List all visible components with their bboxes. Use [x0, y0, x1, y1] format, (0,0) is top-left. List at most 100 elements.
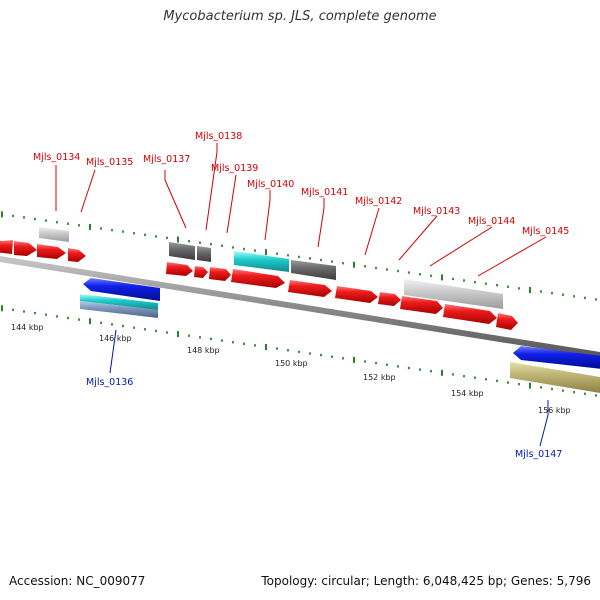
minor-tick — [309, 352, 311, 355]
minor-tick — [298, 350, 300, 354]
cds-arrow[interactable] — [37, 244, 66, 259]
minor-tick — [166, 236, 168, 240]
minor-tick — [122, 230, 124, 233]
minor-tick — [342, 357, 344, 360]
minor-tick — [287, 349, 289, 352]
minor-tick — [243, 342, 245, 345]
minor-tick — [78, 224, 80, 227]
major-tick — [441, 274, 443, 281]
major-tick — [441, 369, 443, 376]
leader-line — [398, 215, 438, 261]
cds-arrow[interactable] — [378, 292, 401, 306]
minor-tick — [452, 277, 454, 281]
minor-tick — [551, 387, 553, 391]
minor-tick — [551, 291, 553, 295]
feature-block[interactable] — [80, 301, 158, 318]
feature-block[interactable] — [169, 242, 195, 260]
kbp-label: 154 kbp — [451, 389, 484, 398]
gene-label[interactable]: Mjls_0141 — [301, 187, 348, 198]
minor-tick — [584, 296, 586, 300]
minor-tick — [133, 232, 135, 235]
feature-block[interactable] — [404, 279, 503, 309]
kbp-label: 156 kbp — [538, 406, 571, 415]
gene-label[interactable]: Mjls_0144 — [468, 216, 515, 227]
gene-label[interactable]: Mjls_0142 — [355, 196, 402, 207]
minor-tick — [595, 298, 597, 301]
kbp-label: 148 kbp — [187, 346, 220, 355]
minor-tick — [254, 249, 256, 252]
cds-arrow[interactable] — [194, 266, 208, 278]
minor-tick — [463, 374, 465, 378]
gene-label[interactable]: Mjls_0145 — [522, 226, 569, 237]
minor-tick — [155, 235, 157, 238]
gene-label[interactable]: Mjls_0143 — [413, 206, 460, 217]
accession-text: Accession: NC_009077 — [9, 574, 146, 588]
minor-tick — [56, 221, 58, 224]
cds-arrow[interactable] — [231, 269, 285, 288]
minor-tick — [562, 389, 564, 392]
minor-tick — [67, 222, 69, 225]
leader-line — [364, 207, 380, 256]
cds-arrow-reverse[interactable] — [513, 346, 600, 369]
cds-arrow[interactable] — [68, 248, 86, 262]
cds-arrow[interactable] — [14, 241, 37, 256]
minor-tick — [496, 284, 498, 287]
minor-tick — [397, 365, 399, 368]
cds-arrow[interactable] — [0, 240, 13, 254]
gene-label[interactable]: Mjls_0147 — [515, 449, 562, 460]
cds-arrow[interactable] — [335, 286, 378, 303]
feature-block[interactable] — [39, 227, 69, 242]
minor-tick — [45, 219, 47, 222]
feature-block[interactable] — [80, 294, 158, 310]
kbp-label: 152 kbp — [363, 373, 396, 382]
minor-tick — [419, 273, 421, 276]
reverse-feature-track — [80, 278, 600, 393]
gene-label[interactable]: Mjls_0136 — [86, 377, 133, 388]
minor-tick — [540, 386, 542, 389]
minor-tick — [166, 331, 168, 334]
cds-arrow[interactable] — [496, 313, 518, 330]
forward-cds-track — [0, 240, 518, 330]
minor-tick — [221, 339, 223, 342]
gene-label[interactable]: Mjls_0140 — [247, 179, 294, 190]
gene-label[interactable]: Mjls_0137 — [143, 154, 190, 165]
gene-label[interactable]: Mjls_0134 — [33, 152, 80, 163]
gene-labels: Mjls_0134 Mjls_0135 Mjls_0137 Mjls_0138 … — [33, 131, 569, 460]
minor-tick — [232, 246, 234, 249]
minor-tick — [298, 255, 300, 259]
minor-tick — [34, 217, 36, 221]
minor-tick — [287, 254, 289, 257]
minor-tick — [309, 257, 311, 260]
feature-block[interactable] — [234, 251, 289, 272]
cds-arrow-reverse[interactable] — [83, 278, 160, 301]
minor-tick — [276, 347, 278, 350]
cds-arrow[interactable] — [288, 280, 332, 297]
leader-line — [477, 236, 547, 277]
major-tick — [265, 344, 267, 350]
feature-block[interactable] — [197, 246, 211, 262]
leader-line — [317, 198, 325, 248]
minor-tick — [155, 329, 157, 333]
minor-tick — [584, 392, 586, 395]
feature-block[interactable] — [291, 260, 336, 280]
minor-tick — [12, 308, 14, 312]
cds-arrow[interactable] — [400, 296, 443, 314]
minor-tick — [485, 378, 487, 381]
gene-label[interactable]: Mjls_0135 — [86, 157, 133, 168]
genome-backbone — [0, 256, 600, 358]
cds-arrow[interactable] — [443, 304, 497, 324]
minor-tick — [595, 394, 597, 397]
minor-tick — [276, 252, 278, 255]
minor-tick — [12, 214, 14, 218]
feature-block[interactable] — [510, 362, 600, 393]
minor-tick — [573, 295, 575, 298]
gene-label[interactable]: Mjls_0138 — [195, 131, 242, 142]
cds-arrow[interactable] — [166, 262, 193, 276]
minor-tick — [397, 269, 399, 273]
minor-tick — [78, 318, 80, 321]
minor-tick — [562, 293, 564, 296]
cds-arrow[interactable] — [209, 267, 231, 281]
gene-label[interactable]: Mjls_0139 — [211, 163, 258, 174]
major-tick — [1, 211, 3, 218]
minor-tick — [408, 271, 410, 274]
